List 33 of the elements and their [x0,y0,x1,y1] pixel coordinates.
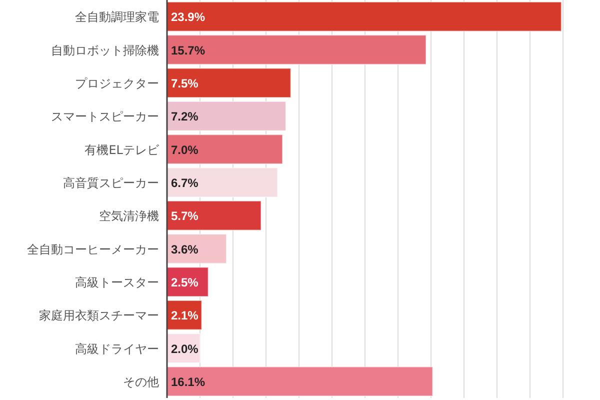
bar [166,234,227,264]
data-label: 16.1% [171,374,206,389]
y-tick-label: 高音質スピーカー [63,176,159,190]
bar [166,134,283,164]
data-label: 6.7% [171,176,199,190]
y-tick-label: その他 [123,374,159,389]
y-tick-label: 高級ドライヤー [75,342,159,356]
y-tick-label: 全自動調理家電 [75,10,159,24]
bar [166,34,427,65]
data-label: 3.6% [171,242,199,256]
y-tick-label: 全自動コーヒーメーカー [27,242,159,256]
y-tick-label: 高級トースター [75,275,159,290]
bar [166,167,278,198]
y-tick-label: 家庭用衣類スチーマー [39,308,159,323]
y-tick-label: 有機ELテレビ [84,142,160,157]
bar [166,68,292,98]
y-tick-label: プロジェクター [75,76,159,90]
data-label: 15.7% [171,43,206,58]
data-label: 2.5% [171,275,199,290]
data-label: 7.2% [171,110,199,124]
data-label: 2.0% [171,342,199,356]
data-label: 23.9% [171,10,206,24]
data-label: 2.1% [171,308,199,323]
y-tick-label: スマートスピーカー [51,110,159,124]
data-label: 7.5% [171,76,199,90]
y-tick-label: 自動ロボット掃除機 [51,43,159,58]
data-label: 5.7% [171,209,199,224]
y-tick-label: 空気清浄機 [99,209,159,224]
data-label: 7.0% [171,142,199,157]
bar [166,100,286,132]
bar [166,200,262,231]
bar [166,1,562,32]
bar [166,366,434,397]
